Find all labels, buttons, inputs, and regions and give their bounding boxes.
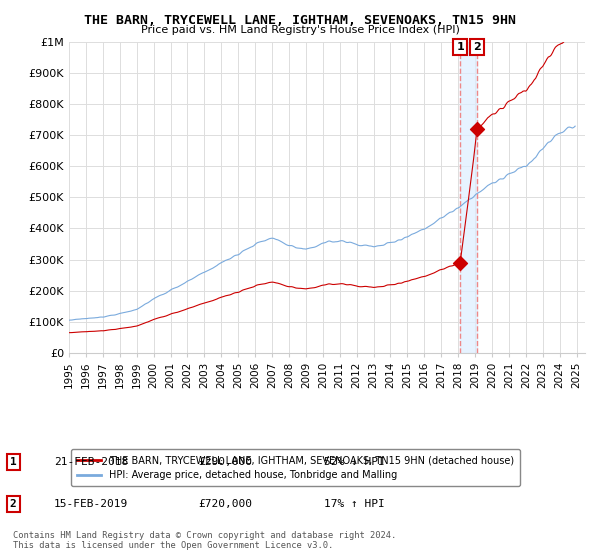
Point [455, 258, 465, 267]
Text: Price paid vs. HM Land Registry's House Price Index (HPI): Price paid vs. HM Land Registry's House … [140, 25, 460, 35]
Text: 1: 1 [456, 42, 464, 52]
Bar [460, 42, 477, 353]
Text: 52% ↓ HPI: 52% ↓ HPI [324, 457, 385, 467]
Text: 1: 1 [10, 457, 17, 467]
Text: 21-FEB-2018: 21-FEB-2018 [54, 457, 128, 467]
Text: £290,000: £290,000 [198, 457, 252, 467]
Text: THE BARN, TRYCEWELL LANE, IGHTHAM, SEVENOAKS, TN15 9HN: THE BARN, TRYCEWELL LANE, IGHTHAM, SEVEN… [84, 14, 516, 27]
Point [472, 124, 482, 133]
Text: Contains HM Land Registry data © Crown copyright and database right 2024.
This d: Contains HM Land Registry data © Crown c… [13, 530, 397, 550]
Text: 2: 2 [10, 499, 17, 509]
Text: £720,000: £720,000 [198, 499, 252, 509]
Legend: THE BARN, TRYCEWELL LANE, IGHTHAM, SEVENOAKS, TN15 9HN (detached house), HPI: Av: THE BARN, TRYCEWELL LANE, IGHTHAM, SEVEN… [71, 449, 520, 486]
Text: 15-FEB-2019: 15-FEB-2019 [54, 499, 128, 509]
Text: 2: 2 [473, 42, 481, 52]
Text: 17% ↑ HPI: 17% ↑ HPI [324, 499, 385, 509]
